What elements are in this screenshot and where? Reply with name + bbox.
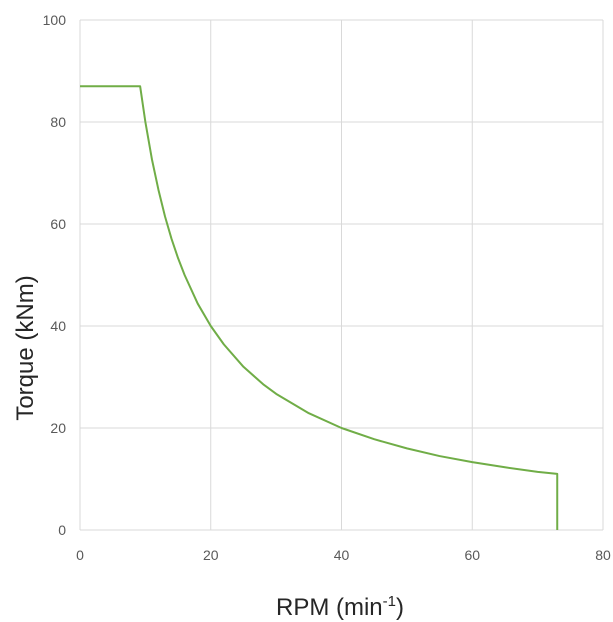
gridlines <box>80 19 604 530</box>
x-tick-label: 20 <box>203 547 219 563</box>
y-axis-title: Torque (kNm) <box>12 275 39 420</box>
x-tick-labels: 0 20 40 60 80 <box>76 547 611 563</box>
data-series <box>80 85 559 530</box>
x-axis-title: RPM (min-1) <box>276 593 404 621</box>
torque-curve-line <box>80 85 559 530</box>
x-tick-label: 40 <box>334 547 350 563</box>
x-tick-label: 60 <box>464 547 480 563</box>
y-tick-label: 60 <box>50 216 66 232</box>
x-tick-label: 80 <box>595 547 611 563</box>
y-tick-label: 100 <box>43 12 67 28</box>
y-tick-label: 0 <box>58 522 66 538</box>
x-axis-title-superscript: -1 <box>383 593 396 610</box>
y-tick-labels: 0 20 40 60 80 100 <box>43 12 67 538</box>
y-tick-label: 40 <box>50 318 66 334</box>
x-axis-title-suffix: ) <box>396 594 404 621</box>
x-axis-title-main: RPM (min <box>276 594 383 621</box>
x-tick-label: 0 <box>76 547 84 563</box>
axes <box>79 20 603 531</box>
y-tick-label: 80 <box>50 114 66 130</box>
y-tick-label: 20 <box>50 420 66 436</box>
